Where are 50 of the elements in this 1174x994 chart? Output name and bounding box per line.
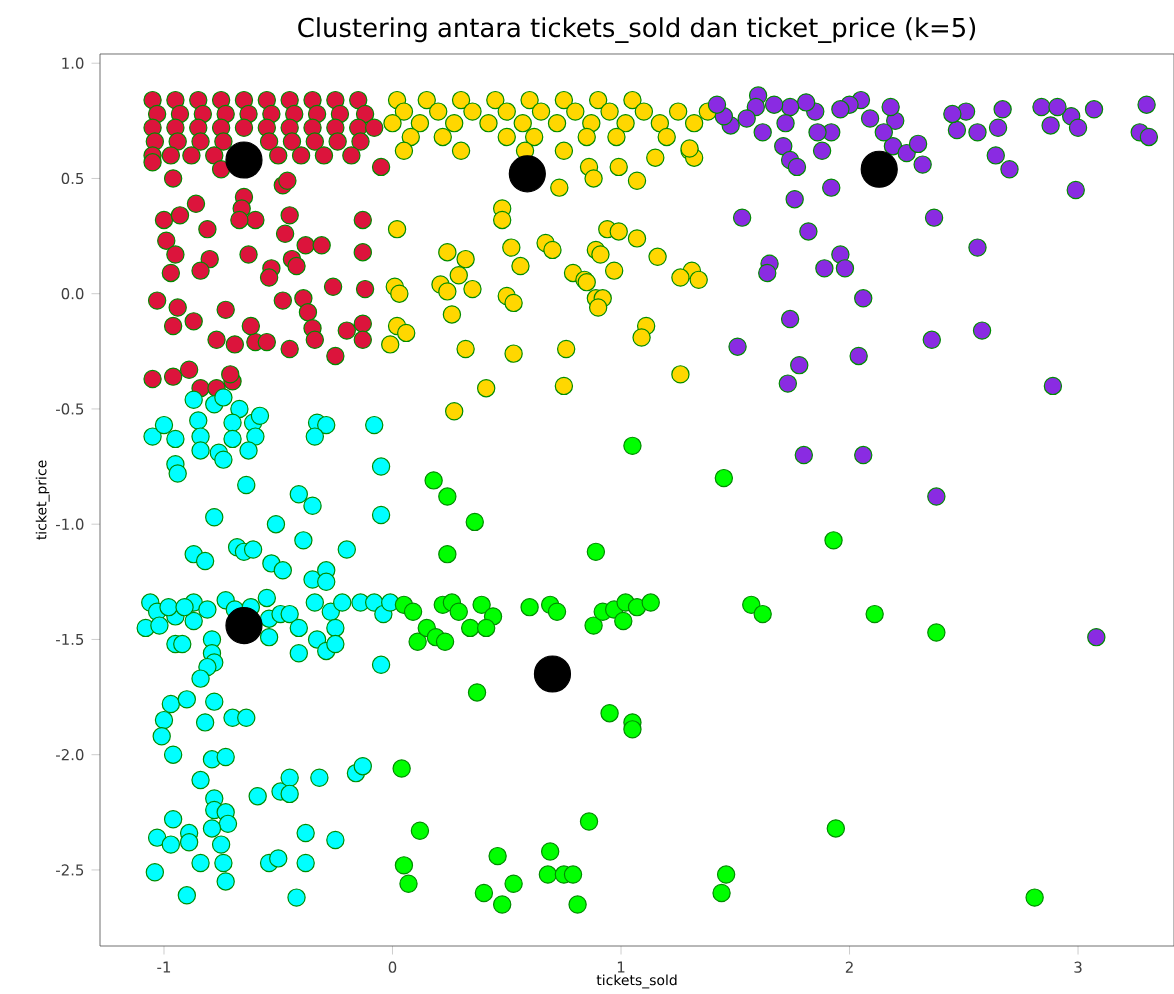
point [403,602,423,621]
point [467,683,487,702]
point [586,542,606,562]
point [579,812,599,831]
point [488,846,507,866]
point [225,607,263,645]
point [438,544,457,564]
point [826,819,846,838]
point [476,618,496,638]
point [623,720,642,739]
point [474,883,494,903]
point [408,632,427,651]
point [927,623,946,642]
point [225,141,263,179]
point [435,632,455,651]
point [460,618,480,638]
point [716,865,736,884]
point [392,759,411,778]
point [410,821,430,840]
point [641,593,660,612]
point [860,150,898,188]
point [1025,888,1044,907]
point [538,865,558,884]
point [712,883,731,903]
point [465,512,484,532]
point [547,602,567,621]
point [623,436,642,456]
point [520,597,539,617]
point [568,895,587,914]
point [399,874,418,893]
point [865,604,884,624]
chart-title: Clustering antara tickets_sold dan ticket_price (k=5) [298,17,976,43]
point [540,842,560,861]
point [394,856,414,875]
point [508,155,546,193]
point [438,487,457,506]
point [492,895,512,914]
point [600,704,619,723]
point [824,531,843,550]
point [714,468,734,488]
point [584,616,603,635]
point [424,471,443,490]
point [533,655,572,693]
point [614,611,633,631]
point [472,595,491,615]
point [563,865,583,884]
point [449,602,468,621]
point [504,874,523,893]
point [742,595,761,615]
point [753,604,772,624]
